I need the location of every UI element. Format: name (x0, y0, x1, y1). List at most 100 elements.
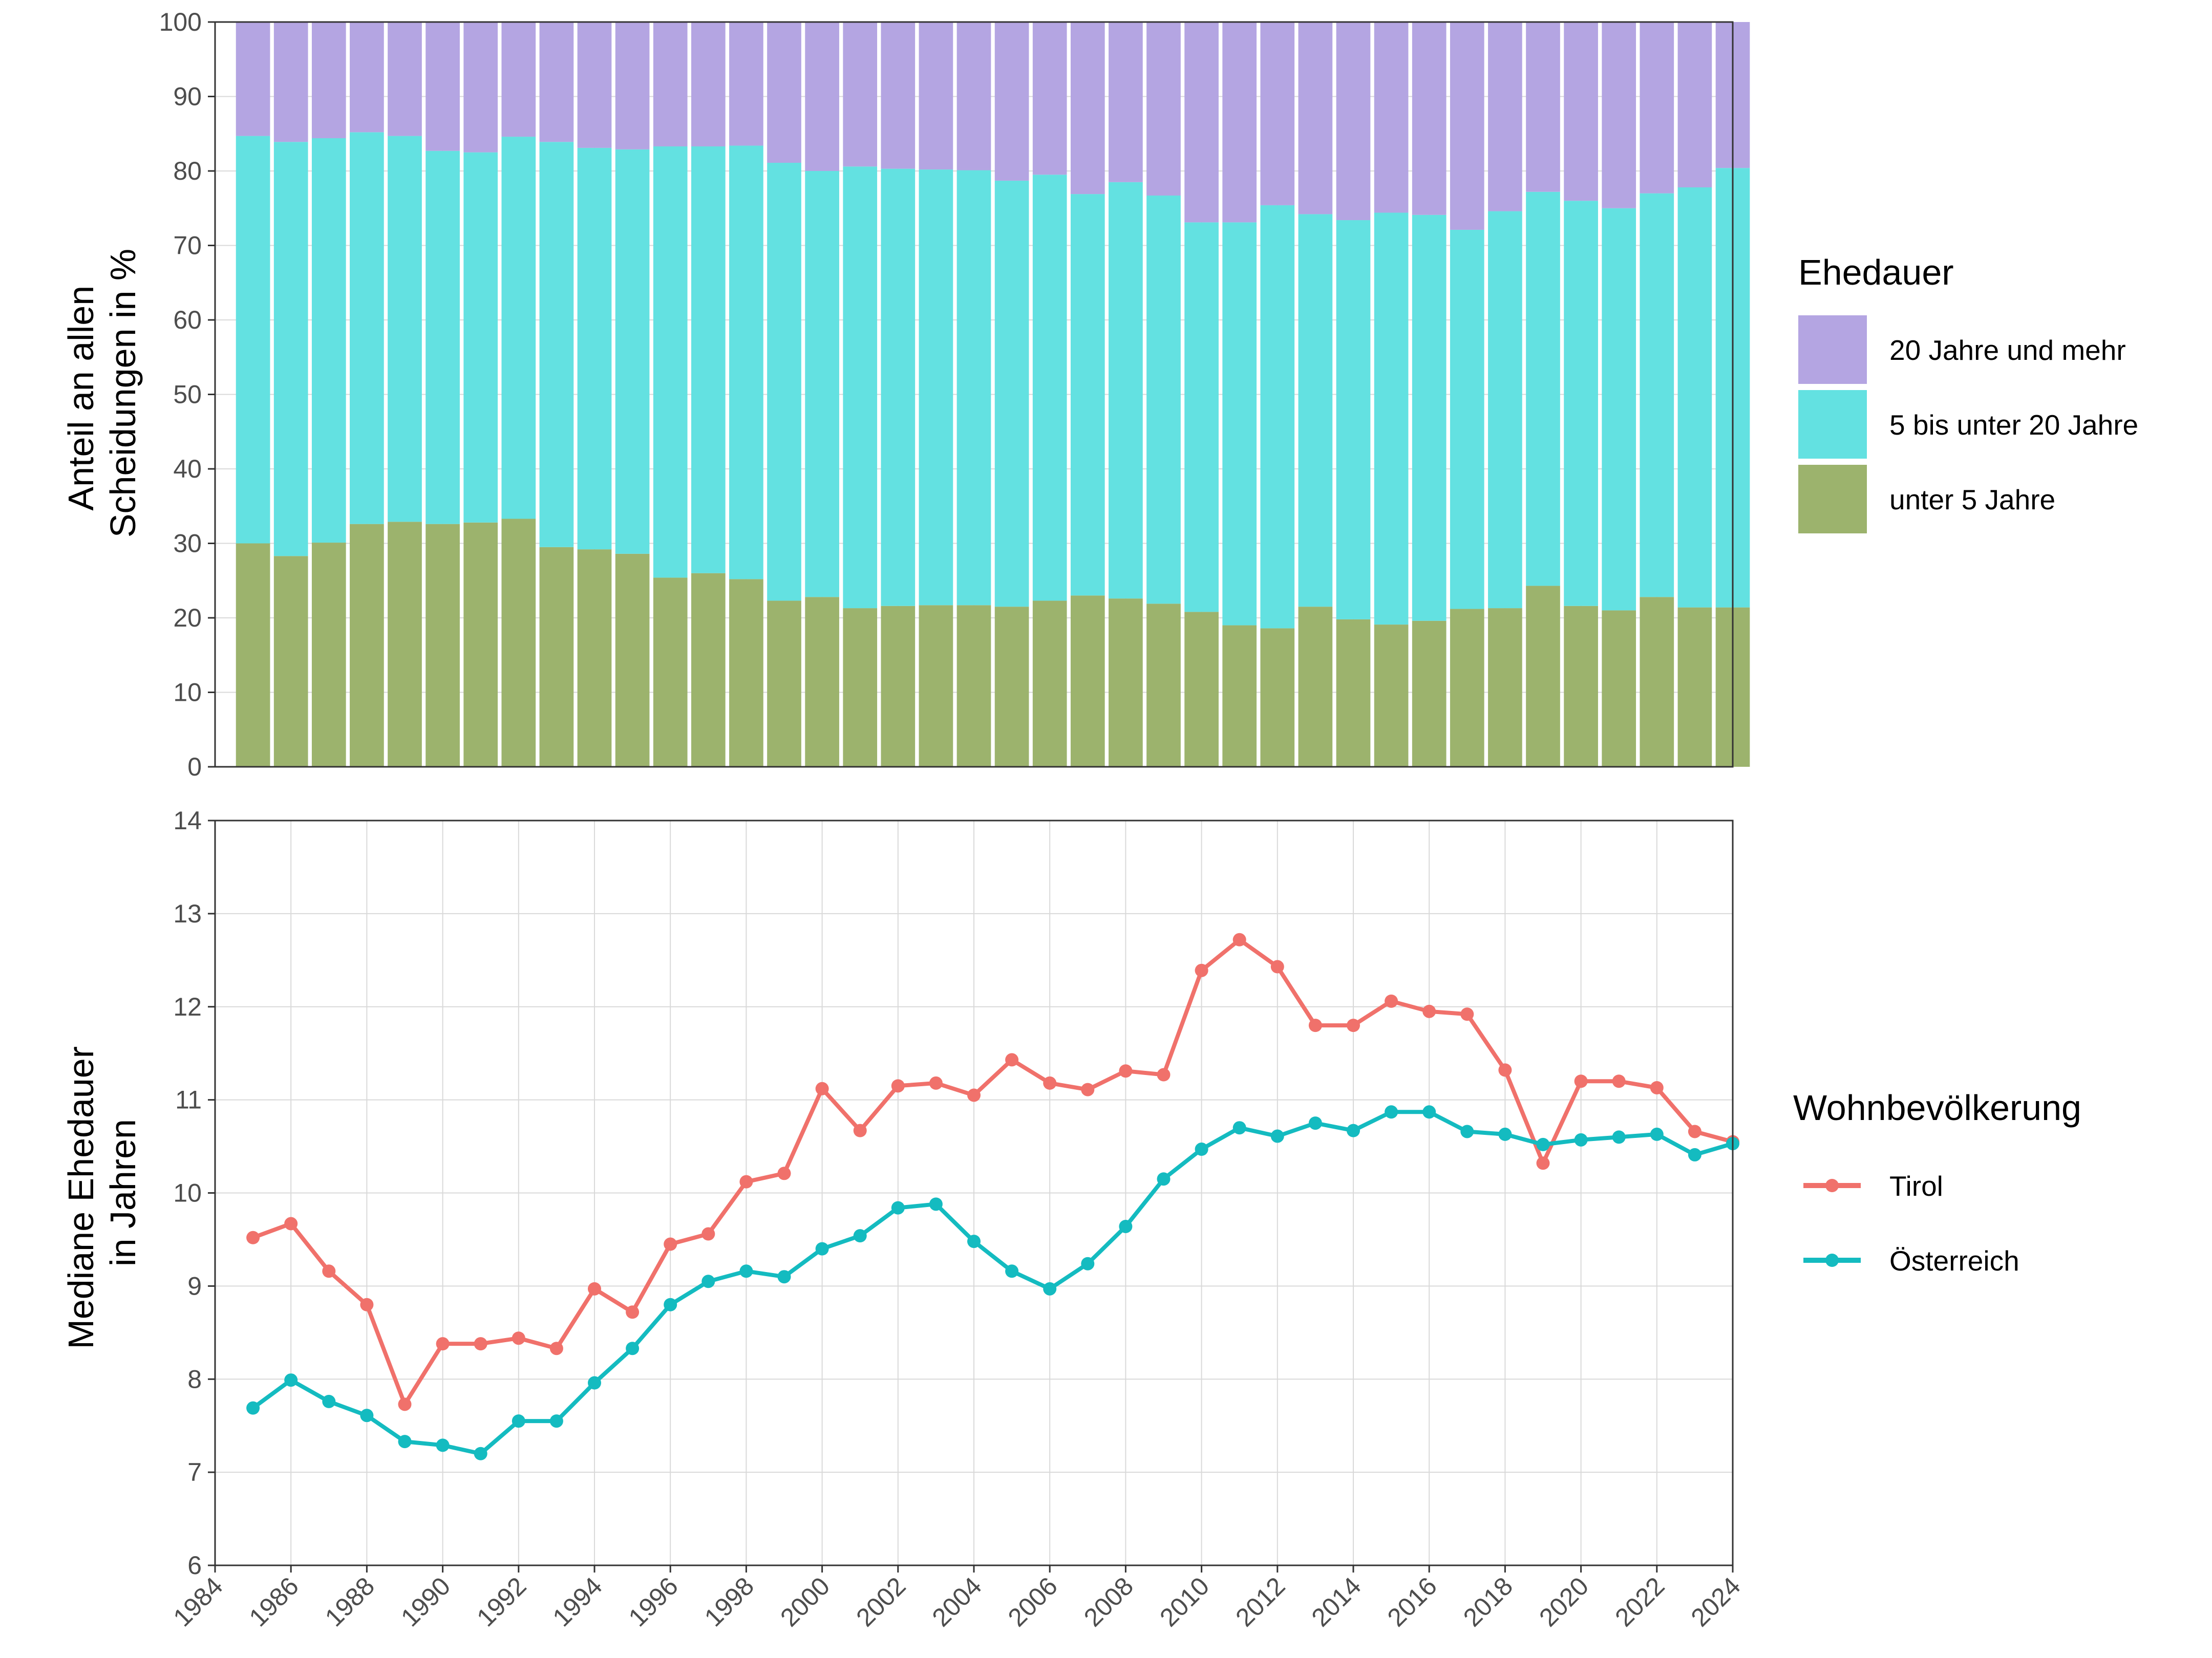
point-oesterreich-1985 (246, 1401, 260, 1415)
bar-unter-5-jahre-1986 (273, 556, 308, 767)
point-oesterreich-1989 (398, 1435, 412, 1449)
bottom-y-tick-label: 7 (187, 1458, 202, 1487)
bar-5-bis-unter-20-jahre-2001 (843, 166, 878, 609)
bar-5-bis-unter-20-jahre-2020 (1564, 201, 1598, 606)
bar-20-jahre-und-mehr-2011 (1222, 22, 1257, 223)
legend-marker-oesterreich (1825, 1254, 1839, 1267)
bar-unter-5-jahre-2003 (919, 605, 953, 767)
point-tirol-1995 (626, 1305, 640, 1319)
bar-20-jahre-und-mehr-2002 (881, 22, 916, 169)
bottom-y-tick-label: 6 (187, 1551, 202, 1580)
point-tirol-2003 (929, 1076, 943, 1090)
point-tirol-2011 (1232, 933, 1246, 946)
bar-20-jahre-und-mehr-2005 (994, 22, 1029, 181)
legend-wohnbevoelkerung-title: Wohnbevölkerung (1793, 1088, 2081, 1128)
point-tirol-1999 (777, 1167, 791, 1180)
bar-5-bis-unter-20-jahre-2019 (1526, 191, 1560, 586)
bar-unter-5-jahre-1993 (539, 547, 574, 767)
bottom-y-tick-labels: 6 7 8 9 10 11 12 13 14 (173, 806, 215, 1580)
point-oesterreich-1988 (360, 1409, 374, 1423)
point-oesterreich-2008 (1119, 1219, 1133, 1233)
point-oesterreich-2001 (853, 1229, 867, 1243)
bottom-y-axis-title: Mediane Ehedauer in Jahren (61, 1036, 143, 1349)
top-y-tick-label: 90 (173, 82, 202, 111)
bar-unter-5-jahre-1990 (426, 524, 460, 767)
bar-unter-5-jahre-2019 (1526, 586, 1560, 767)
bar-20-jahre-und-mehr-1994 (577, 22, 612, 148)
point-oesterreich-1986 (284, 1373, 298, 1387)
bar-20-jahre-und-mehr-2001 (843, 22, 878, 167)
legend-ehedauer: Ehedauer 20 Jahre und mehr 5 bis unter 2… (1798, 252, 2138, 533)
top-y-tick-label: 10 (173, 678, 202, 707)
bar-5-bis-unter-20-jahre-1995 (615, 149, 650, 554)
point-oesterreich-2006 (1043, 1282, 1057, 1296)
legend-wohnbevoelkerung: Wohnbevölkerung Tirol Österreich (1793, 1088, 2081, 1277)
bar-5-bis-unter-20-jahre-2014 (1336, 220, 1371, 619)
bar-unter-5-jahre-1985 (236, 543, 270, 767)
line-chart-panel: 6 7 8 9 10 11 12 13 14 1984 1986 1988 1990 1992 1994 1… (61, 806, 1746, 1632)
bar-20-jahre-und-mehr-2008 (1109, 22, 1143, 182)
point-oesterreich-1999 (777, 1270, 791, 1284)
point-oesterreich-2020 (1574, 1133, 1588, 1147)
point-tirol-1988 (360, 1298, 374, 1311)
point-oesterreich-1998 (739, 1264, 753, 1278)
point-oesterreich-2012 (1270, 1129, 1284, 1143)
bar-20-jahre-und-mehr-1988 (350, 22, 384, 133)
bar-20-jahre-und-mehr-2019 (1526, 22, 1560, 192)
top-y-axis-title-line-2: Scheidungen in % (103, 249, 143, 537)
top-y-axis-title-line-1: Anteil an allen (61, 286, 101, 511)
bar-20-jahre-und-mehr-2020 (1564, 22, 1598, 201)
bar-5-bis-unter-20-jahre-1994 (577, 147, 612, 550)
bar-5-bis-unter-20-jahre-2000 (805, 171, 839, 597)
point-tirol-1985 (246, 1231, 260, 1244)
bar-5-bis-unter-20-jahre-2023 (1677, 187, 1712, 608)
bar-5-bis-unter-20-jahre-1999 (767, 162, 801, 601)
top-y-tick-label: 30 (173, 529, 202, 558)
bar-5-bis-unter-20-jahre-2002 (881, 168, 916, 606)
point-tirol-2020 (1574, 1074, 1588, 1088)
bar-5-bis-unter-20-jahre-2008 (1109, 182, 1143, 599)
point-tirol-2013 (1308, 1019, 1322, 1032)
bar-5-bis-unter-20-jahre-2007 (1070, 194, 1105, 596)
legend-swatch-5-bis-unter-20-jahre (1798, 390, 1867, 459)
point-tirol-2009 (1157, 1068, 1171, 1082)
legend-ehedauer-title: Ehedauer (1798, 252, 1954, 292)
point-oesterreich-1993 (549, 1414, 563, 1428)
bar-unter-5-jahre-2012 (1260, 628, 1295, 767)
bar-5-bis-unter-20-jahre-1993 (539, 142, 574, 547)
bar-20-jahre-und-mehr-2003 (919, 22, 953, 170)
bar-20-jahre-und-mehr-2022 (1640, 22, 1674, 193)
point-tirol-2010 (1195, 963, 1208, 977)
bottom-y-tick-label: 10 (173, 1179, 202, 1208)
bar-unter-5-jahre-1999 (767, 600, 801, 767)
legend-marker-tirol (1825, 1179, 1839, 1192)
bottom-y-tick-label: 9 (187, 1272, 202, 1300)
point-oesterreich-2023 (1688, 1148, 1701, 1161)
bar-20-jahre-und-mehr-2009 (1146, 22, 1181, 196)
bar-unter-5-jahre-2008 (1109, 598, 1143, 767)
legend-swatch-20-jahre-und-mehr (1798, 315, 1867, 384)
bar-20-jahre-und-mehr-2007 (1070, 22, 1105, 195)
bar-20-jahre-und-mehr-1989 (388, 22, 422, 136)
point-tirol-2017 (1460, 1007, 1474, 1021)
bar-20-jahre-und-mehr-2004 (956, 22, 991, 170)
point-tirol-2015 (1385, 994, 1398, 1008)
point-oesterreich-2022 (1650, 1127, 1664, 1141)
point-tirol-2023 (1688, 1125, 1701, 1138)
point-oesterreich-1992 (512, 1414, 525, 1428)
point-oesterreich-2003 (929, 1197, 943, 1211)
point-tirol-2012 (1270, 960, 1284, 974)
bar-unter-5-jahre-2022 (1640, 597, 1674, 767)
bar-5-bis-unter-20-jahre-2004 (956, 170, 991, 606)
bar-20-jahre-und-mehr-1993 (539, 22, 574, 142)
bar-unter-5-jahre-2015 (1374, 625, 1409, 767)
point-tirol-1987 (322, 1264, 336, 1278)
point-tirol-1989 (398, 1397, 412, 1411)
bar-20-jahre-und-mehr-1992 (501, 22, 536, 137)
line-tirol (251, 937, 1735, 1407)
bottom-y-tick-label: 13 (173, 899, 202, 928)
point-tirol-1997 (701, 1227, 715, 1241)
bar-unter-5-jahre-1988 (350, 524, 384, 767)
legend-label-tirol: Tirol (1889, 1170, 1943, 1202)
point-tirol-1990 (436, 1337, 450, 1351)
